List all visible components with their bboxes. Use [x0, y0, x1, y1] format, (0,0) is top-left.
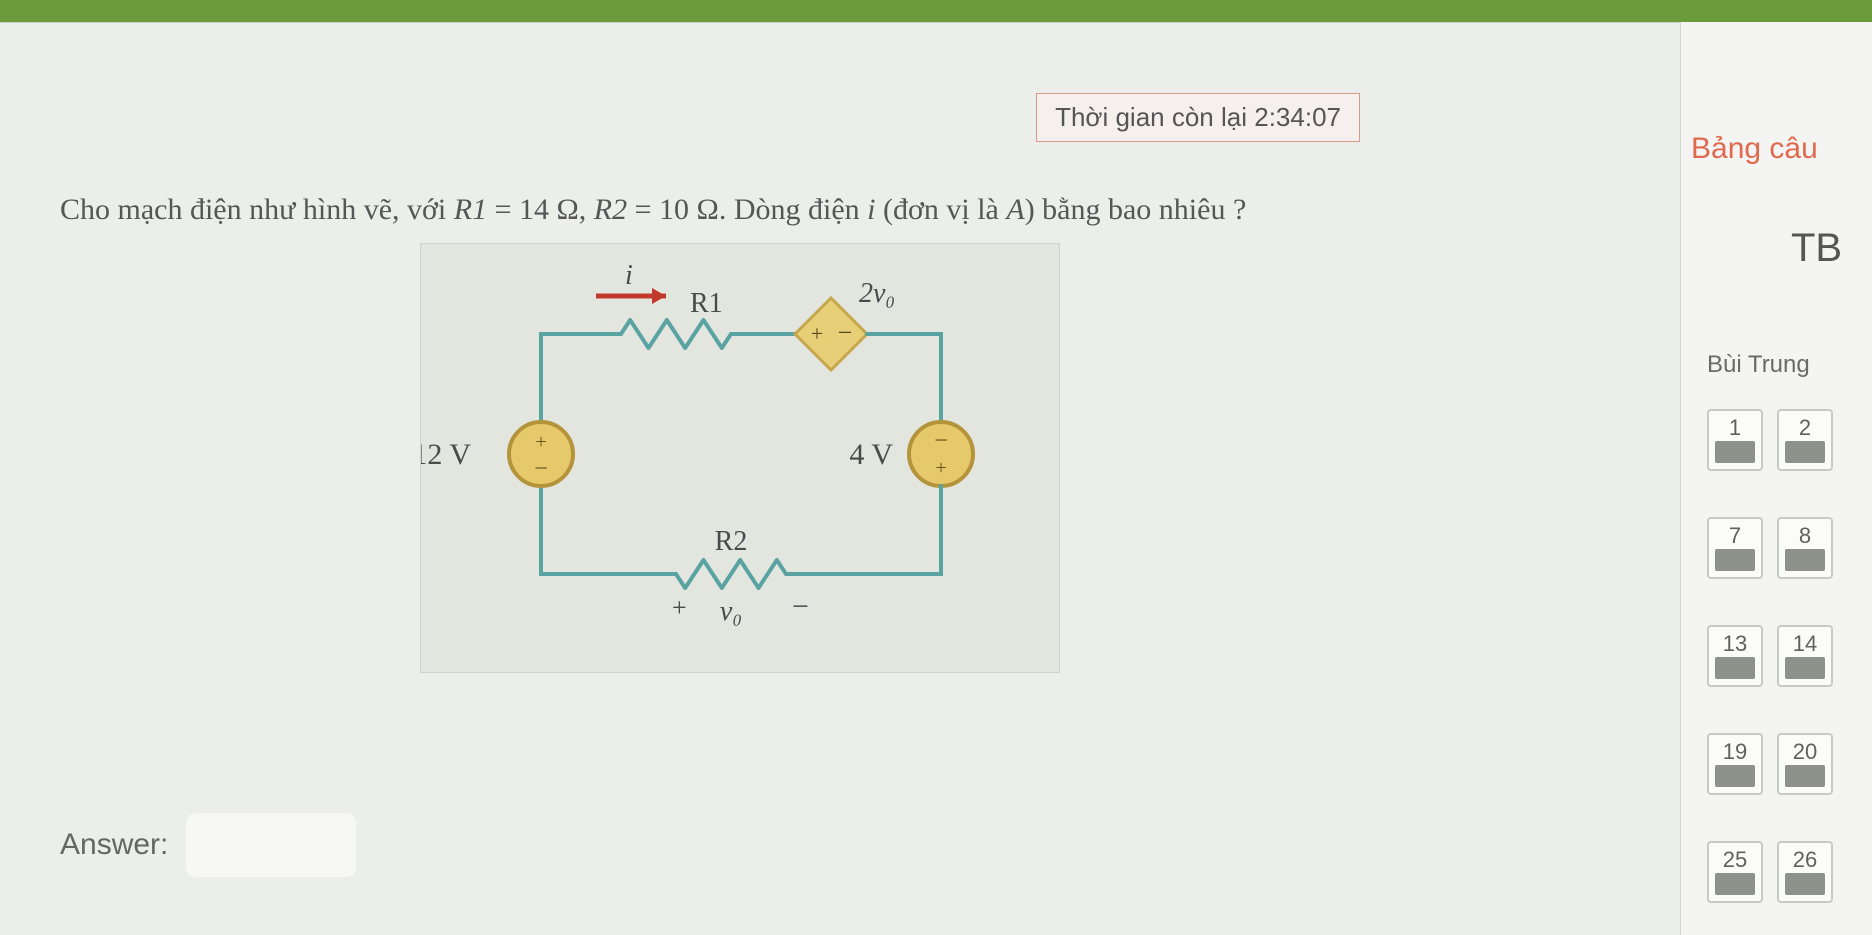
q-r2-eq: = 10 Ω.: [627, 193, 734, 226]
sidebar-tb: TB: [1681, 226, 1872, 271]
svg-text:−: −: [838, 318, 853, 347]
sidebar-heading: Bảng câu: [1681, 132, 1872, 166]
svg-text:v₀: v₀: [720, 596, 742, 627]
svg-text:R1: R1: [690, 288, 723, 319]
question-cell[interactable]: 26: [1777, 841, 1833, 903]
question-cell[interactable]: 1: [1707, 409, 1763, 471]
svg-text:2v₀: 2v₀: [859, 278, 895, 309]
q-tail1: Dòng điện: [734, 193, 867, 226]
question-cell[interactable]: 13: [1707, 625, 1763, 687]
question-cell[interactable]: 8: [1777, 517, 1833, 579]
q-avar: A: [1006, 193, 1024, 226]
svg-text:i: i: [625, 260, 633, 291]
sidebar: Bảng câu TB Bùi Trung 1278131419202526: [1680, 22, 1872, 935]
answer-row: Answer:: [60, 813, 356, 877]
q-ivar: i: [867, 193, 875, 226]
svg-text:4 V: 4 V: [849, 438, 893, 471]
question-cell[interactable]: 20: [1777, 733, 1833, 795]
timer: Thời gian còn lại 2:34:07: [1036, 93, 1360, 142]
sidebar-username: Bùi Trung: [1681, 351, 1872, 379]
svg-text:+: +: [811, 321, 823, 346]
question-cell[interactable]: 14: [1777, 625, 1833, 687]
timer-value: 2:34:07: [1254, 102, 1341, 132]
svg-text:R2: R2: [715, 526, 748, 557]
q-r1-eq: = 14 Ω,: [487, 193, 594, 226]
question-cell[interactable]: 25: [1707, 841, 1763, 903]
question-cell[interactable]: 2: [1777, 409, 1833, 471]
question-grid-row: 2526: [1707, 841, 1872, 903]
q-r2-name: R2: [594, 193, 627, 226]
q-tail3: ) bằng bao nhiêu ?: [1025, 193, 1247, 226]
svg-text:−: −: [792, 590, 809, 623]
svg-text:+: +: [935, 457, 946, 479]
answer-label: Answer:: [60, 828, 168, 862]
question-cell[interactable]: 19: [1707, 733, 1763, 795]
question-grid-row: 78: [1707, 517, 1872, 579]
answer-input[interactable]: [186, 813, 356, 877]
question-cell[interactable]: 7: [1707, 517, 1763, 579]
q-prefix: Cho mạch điện như hình vẽ, với: [60, 193, 454, 226]
svg-text:−: −: [534, 456, 548, 482]
question-grid-row: 12: [1707, 409, 1872, 471]
question-panel: Thời gian còn lại 2:34:07 Cho mạch điện …: [0, 22, 1680, 935]
question-text: Cho mạch điện như hình vẽ, với R1 = 14 Ω…: [60, 193, 1480, 227]
svg-text:−: −: [934, 428, 948, 454]
svg-text:+: +: [672, 593, 687, 622]
timer-label: Thời gian còn lại: [1055, 102, 1247, 132]
circuit-diagram: +−−++−iR12v₀12 V4 VR2+v₀−: [420, 243, 1060, 673]
svg-text:+: +: [535, 431, 546, 453]
q-tail2: (đơn vị là: [876, 193, 1007, 226]
question-grid-row: 1314: [1707, 625, 1872, 687]
circuit-svg: +−−++−iR12v₀12 V4 VR2+v₀−: [421, 244, 1061, 674]
question-grid-row: 1920: [1707, 733, 1872, 795]
svg-text:12 V: 12 V: [421, 438, 471, 471]
question-grid: 1278131419202526: [1681, 409, 1872, 903]
app-top-bar: [0, 0, 1872, 22]
q-r1-name: R1: [454, 193, 487, 226]
